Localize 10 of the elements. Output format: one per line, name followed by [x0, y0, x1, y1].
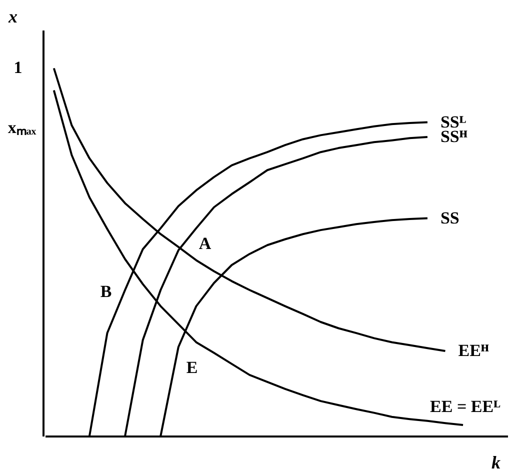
series-label: SS [440, 208, 460, 228]
series-label: EE = EEᴸ [430, 396, 501, 416]
annotation: B [100, 282, 112, 301]
series-label: EEᴴ [458, 341, 489, 360]
text: 1 [14, 58, 22, 77]
x-axis-title: k [492, 452, 500, 472]
annotation: E [186, 358, 198, 377]
text: xₘₐₓ [8, 118, 36, 137]
y-axis-title: x [8, 6, 18, 26]
annotation: A [198, 234, 212, 253]
